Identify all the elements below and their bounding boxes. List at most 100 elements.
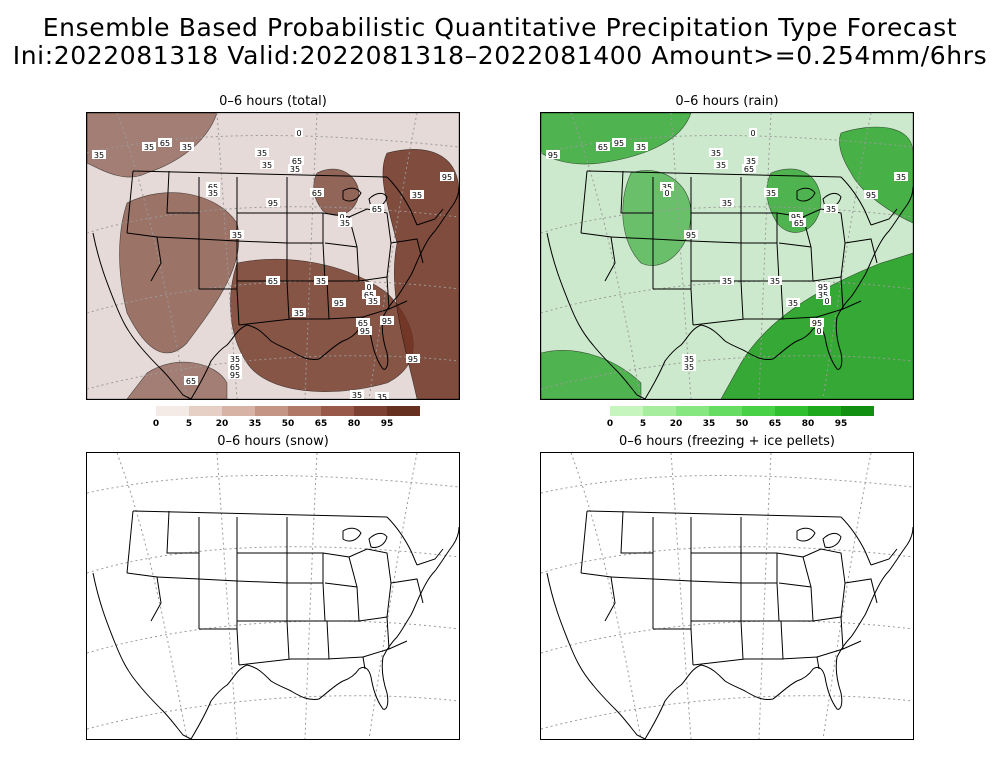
state-border [324,582,360,622]
contour-label: 35 [722,199,732,208]
contour-label-bg [338,212,346,221]
contour-label-bg [92,150,106,159]
state-border [580,572,616,622]
state-border [362,300,408,318]
political-borders [546,510,913,739]
colorbar-tick-label: 0 [606,419,614,429]
state-border [326,656,366,670]
state-border [238,658,327,666]
colorbar-swatch [643,406,676,416]
contour-label-bg [228,354,242,363]
colorbar-tick-label: 50 [735,419,749,429]
colorbar-tick-label: 80 [347,419,361,429]
colorbar-total: 0 5 20 35 50 65 80 95 [152,406,420,432]
colorbar-swatch [189,406,222,416]
contour-label: 95 [791,213,801,222]
coastline [92,526,459,739]
contour-label-bg [810,318,824,327]
probability-shading [87,113,459,399]
state-border [198,578,238,630]
state-border [390,578,424,604]
state-border [342,527,362,542]
contour-label-bg [742,164,756,173]
contour-label-bg [314,276,328,285]
contour-label-bg [158,138,172,147]
political-borders [92,510,459,739]
state-border [870,208,898,226]
state-border [386,176,418,226]
contour-label-bg [338,218,352,227]
contour-label: 35 [232,231,242,240]
contour-label: 95 [360,327,370,336]
contour-label-bg [792,218,806,227]
colorbar-tick-label: 5 [185,419,193,429]
contour-label: 35 [684,363,694,372]
state-border [287,212,358,248]
contour-label: 0 [750,129,755,138]
colorbar-tick-label: 80 [801,419,815,429]
contour-label-bg [660,182,674,191]
contour-label: 95 [408,355,418,364]
state-border [802,208,846,278]
contour-label: 35 [208,189,218,198]
colorbar-tick-label: 20 [669,419,683,429]
contour-label: 0 [664,189,669,198]
state-border [844,238,878,264]
state-border [132,510,388,518]
state-border [653,628,694,666]
state-border [416,208,444,226]
contour-label-bg [230,230,244,239]
state-border [690,580,742,622]
contour-label: 35 [368,297,378,306]
state-border [237,620,290,660]
colorbar-tick-label: 65 [314,419,328,429]
contour-label-bg [816,290,830,299]
coastline [546,526,913,739]
contour-label-bg [720,198,734,207]
state-border [236,517,288,583]
colorbar-swatch [222,406,255,416]
colorbar-swatch [156,406,189,416]
state-border [166,170,199,214]
colorbar-swatch [742,406,775,416]
contour-label: 35 [711,149,721,158]
contour-label: 65 [312,189,322,198]
state-border [690,177,742,243]
state-border [416,548,444,566]
panel-title-freezing-ice: 0–6 hours (freezing + ice pellets) [619,434,835,449]
state-border [199,288,240,326]
state-border [816,640,862,658]
contour-label: 65 [292,157,302,166]
colorbar-tick-label: 95 [834,419,848,429]
colorbar-tick-label: 20 [215,419,229,429]
contour-label-bg [410,190,424,199]
colorbar-tick-label: 95 [380,419,394,429]
contour-label: 95 [614,139,624,148]
state-border [287,582,326,622]
state-border [796,527,816,542]
contour-label-bg [816,282,830,291]
state-border [778,242,814,282]
colorbar-swatch [808,406,841,416]
contour-label-bg [255,148,269,157]
state-border [126,232,162,282]
contour-label: 35 [144,143,154,152]
contour-label-bg [370,204,384,213]
lat-lon-grid [87,113,459,399]
contour-label: 35 [746,157,756,166]
state-border [691,620,744,660]
figure-title-line2: Ini:2022081318 Valid:2022081318–20220814… [12,41,988,70]
contour-label-bg [546,150,560,159]
contour-label: 35 [94,151,104,160]
state-border [348,208,392,278]
contour-label: 35 [770,277,780,286]
contour-label-bg [356,318,370,327]
colorbar-tick-label: 0 [152,419,160,429]
contour-label-bg [789,212,803,221]
political-borders [92,170,459,399]
colorbar-swatch [676,406,709,416]
state-border [692,658,781,666]
contour-label-bg [663,188,671,197]
contour-label: 95 [866,191,876,200]
